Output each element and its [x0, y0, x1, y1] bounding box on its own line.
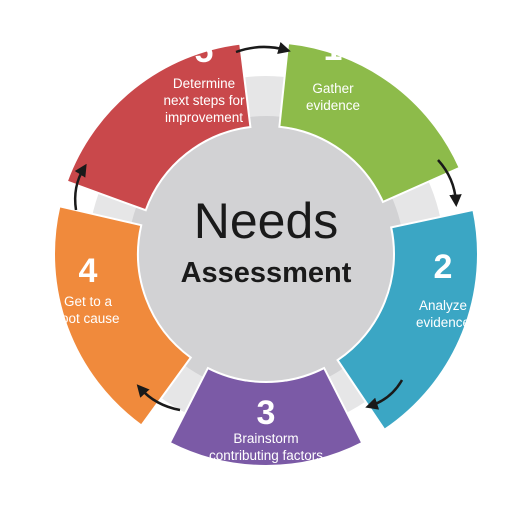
step-1-label-line: Gather — [312, 81, 354, 96]
step-5: 5 Determine next steps for improvement — [65, 32, 252, 212]
step-2-label-line: Analyze — [419, 298, 467, 313]
step-4-label-line: root cause — [56, 311, 119, 326]
cycle-arrows — [73, 41, 462, 412]
step-5-number: 5 — [195, 32, 214, 70]
step-3-segment — [168, 366, 364, 467]
step-4-label-line: Get to a — [64, 294, 113, 309]
step-1-number: 1 — [324, 30, 343, 68]
step-4-segment — [53, 205, 193, 427]
arrow-4-to-5 — [73, 163, 87, 211]
step-2-label-line: evidence — [416, 315, 470, 330]
step-4: 4 Get to a root cause — [53, 205, 193, 427]
step-1: 1 Gather evidence — [278, 30, 461, 204]
step-5-segment — [65, 42, 252, 212]
step-3-label-line: contributing factors — [209, 448, 323, 463]
arrow-1-to-2 — [437, 159, 462, 207]
diagram-title: Needs — [194, 193, 339, 249]
arrow-2-to-3 — [365, 379, 404, 410]
arrow-3-to-4 — [136, 384, 181, 412]
step-2: 2 Analyze evidence — [336, 208, 479, 432]
cycle-segments: 1 Gather evidence 2 Analyze evidence 3Brainsto… — [53, 30, 479, 467]
step-5-label-line: improvement — [165, 110, 243, 125]
step-1-label-line: evidence — [306, 98, 360, 113]
step-4-number: 4 — [79, 252, 98, 290]
step-3-number: 3 — [257, 394, 276, 432]
step-2-number: 2 — [434, 248, 453, 286]
arrow-5-to-1 — [235, 41, 291, 55]
step-3-label-line: Brainstorm — [233, 431, 298, 446]
step-5-label-line: Determine — [173, 76, 235, 91]
step-5-label-line: next steps for — [163, 93, 245, 108]
step-2-segment — [336, 208, 479, 432]
step-1-segment — [278, 42, 461, 204]
diagram-subtitle: Assessment — [181, 257, 352, 289]
center-disc — [128, 116, 404, 392]
